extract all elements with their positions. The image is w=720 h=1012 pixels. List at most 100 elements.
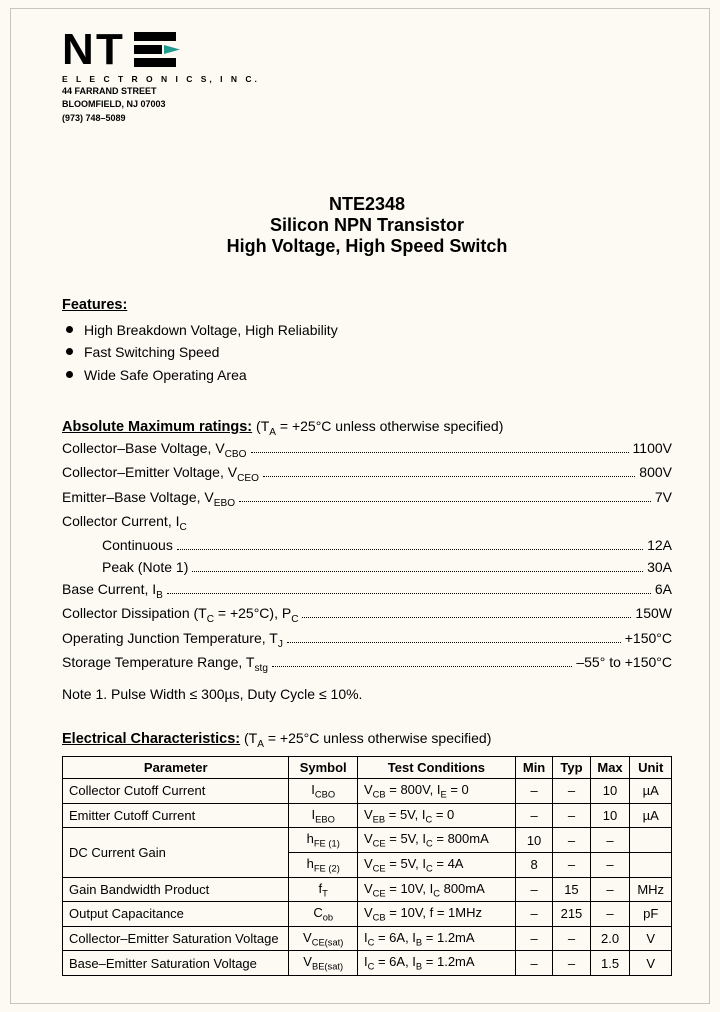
table-row: Output CapacitanceCobVCB = 10V, f = 1MHz… [63, 902, 672, 927]
cell-max: 1.5 [590, 951, 630, 976]
cell-symbol: ICBO [289, 779, 358, 804]
table-header: Symbol [289, 757, 358, 779]
cell-max: – [590, 877, 630, 902]
address-line-3: (973) 748–5089 [62, 113, 672, 124]
title-part-number: NTE2348 [62, 194, 672, 215]
cell-max: 10 [590, 779, 630, 804]
cell-symbol: fT [289, 877, 358, 902]
cell-typ: – [553, 951, 590, 976]
cell-conditions: VCE = 5V, IC = 800mA [357, 828, 515, 853]
cell-parameter: Output Capacitance [63, 902, 289, 927]
rating-label: Storage Temperature Range, Tstg [62, 652, 268, 676]
rating-label: Collector Dissipation (TC = +25°C), PC [62, 603, 298, 627]
dot-leader [167, 593, 651, 594]
table-header: Test Conditions [357, 757, 515, 779]
rating-line: Collector–Emitter Voltage, VCEO800V [62, 462, 672, 486]
cell-min: – [515, 877, 552, 902]
cell-min: – [515, 779, 552, 804]
title-description: High Voltage, High Speed Switch [62, 236, 672, 257]
logo-t: T [96, 28, 123, 74]
cell-max: – [590, 828, 630, 853]
cell-conditions: VEB = 5V, IC = 0 [357, 803, 515, 828]
cell-parameter: DC Current Gain [63, 828, 289, 877]
table-header: Typ [553, 757, 590, 779]
cell-symbol: Cob [289, 902, 358, 927]
rating-line: Emitter–Base Voltage, VEBO7V [62, 487, 672, 511]
cell-typ: – [553, 852, 590, 877]
cell-typ: 215 [553, 902, 590, 927]
cell-min: – [515, 803, 552, 828]
elec-section: Electrical Characteristics: (TA = +25°C … [62, 730, 672, 976]
rating-value: 6A [655, 579, 672, 601]
table-header: Unit [630, 757, 672, 779]
cell-unit [630, 852, 672, 877]
cell-min: – [515, 902, 552, 927]
cell-max: – [590, 902, 630, 927]
rating-label: Collector–Emitter Voltage, VCEO [62, 462, 259, 486]
nte-logo: N T [62, 28, 222, 76]
cell-parameter: Collector–Emitter Saturation Voltage [63, 926, 289, 951]
ratings-condition: (TA = +25°C unless otherwise specified) [252, 418, 503, 434]
rating-line: Collector–Base Voltage, VCBO 1100V [62, 438, 672, 462]
cell-min: 10 [515, 828, 552, 853]
cell-typ: – [553, 779, 590, 804]
rating-label: Collector Current, IC [62, 511, 187, 535]
cell-unit: µA [630, 779, 672, 804]
cell-unit: pF [630, 902, 672, 927]
table-row: Collector–Emitter Saturation VoltageVCE(… [63, 926, 672, 951]
rating-line: Peak (Note 1)30A [62, 557, 672, 579]
features-section: Features: High Breakdown Voltage, High R… [62, 297, 672, 386]
title-block: NTE2348 Silicon NPN Transistor High Volt… [62, 194, 672, 257]
rating-label: Collector–Base Voltage, VCBO [62, 438, 247, 462]
cell-unit: MHz [630, 877, 672, 902]
dot-leader [177, 549, 643, 550]
dot-leader [272, 666, 572, 667]
rating-line: Storage Temperature Range, Tstg–55° to +… [62, 652, 672, 676]
table-header: Min [515, 757, 552, 779]
address-line-2: BLOOMFIELD, NJ 07003 [62, 99, 672, 110]
rating-value: 12A [647, 535, 672, 557]
cell-parameter: Base–Emitter Saturation Voltage [63, 951, 289, 976]
cell-min: – [515, 926, 552, 951]
rating-label: Continuous [62, 535, 173, 557]
feature-item: Wide Safe Operating Area [62, 364, 672, 386]
cell-parameter: Emitter Cutoff Current [63, 803, 289, 828]
rating-value: +150°C [625, 628, 672, 650]
cell-unit [630, 828, 672, 853]
cell-conditions: VCB = 10V, f = 1MHz [357, 902, 515, 927]
table-row: DC Current GainhFE (1)VCE = 5V, IC = 800… [63, 828, 672, 853]
elec-table: ParameterSymbolTest ConditionsMinTypMaxU… [62, 756, 672, 976]
cell-typ: 15 [553, 877, 590, 902]
ratings-heading: Absolute Maximum ratings: [62, 419, 252, 435]
rating-line: Collector Dissipation (TC = +25°C), PC 15… [62, 603, 672, 627]
cell-max: 2.0 [590, 926, 630, 951]
cell-conditions: IC = 6A, IB = 1.2mA [357, 926, 515, 951]
cell-conditions: IC = 6A, IB = 1.2mA [357, 951, 515, 976]
ratings-section: Absolute Maximum ratings: (TA = +25°C un… [62, 418, 672, 702]
address-line-1: 44 FARRAND STREET [62, 86, 672, 97]
ratings-lines: Collector–Base Voltage, VCBO1100VCollect… [62, 438, 672, 677]
cell-min: – [515, 951, 552, 976]
rating-line: Collector Current, IC [62, 511, 672, 535]
rating-value: 1100V [633, 438, 672, 460]
rating-label: Emitter–Base Voltage, VEBO [62, 487, 235, 511]
elec-condition: (TA = +25°C unless otherwise specified) [240, 730, 491, 746]
table-row: Collector Cutoff CurrentICBOVCB = 800V, … [63, 779, 672, 804]
rating-line: Operating Junction Temperature, TJ +150°C [62, 628, 672, 652]
cell-symbol: IEBO [289, 803, 358, 828]
cell-max: – [590, 852, 630, 877]
logo-block: N T E L E C T R O N I C S, I N C. 44 FAR… [62, 28, 672, 124]
cell-symbol: hFE (1) [289, 828, 358, 853]
ratings-note: Note 1. Pulse Width ≤ 300µs, Duty Cycle … [62, 686, 672, 702]
cell-conditions: VCE = 10V, IC 800mA [357, 877, 515, 902]
logo-arrow-icon [164, 45, 180, 54]
dot-leader [302, 617, 631, 618]
table-header: Parameter [63, 757, 289, 779]
rating-label: Peak (Note 1) [62, 557, 188, 579]
cell-symbol: VCE(sat) [289, 926, 358, 951]
rating-label: Operating Junction Temperature, TJ [62, 628, 283, 652]
cell-conditions: VCE = 5V, IC = 4A [357, 852, 515, 877]
rating-value: 150W [635, 603, 672, 625]
table-row: Emitter Cutoff CurrentIEBOVEB = 5V, IC =… [63, 803, 672, 828]
cell-parameter: Gain Bandwidth Product [63, 877, 289, 902]
